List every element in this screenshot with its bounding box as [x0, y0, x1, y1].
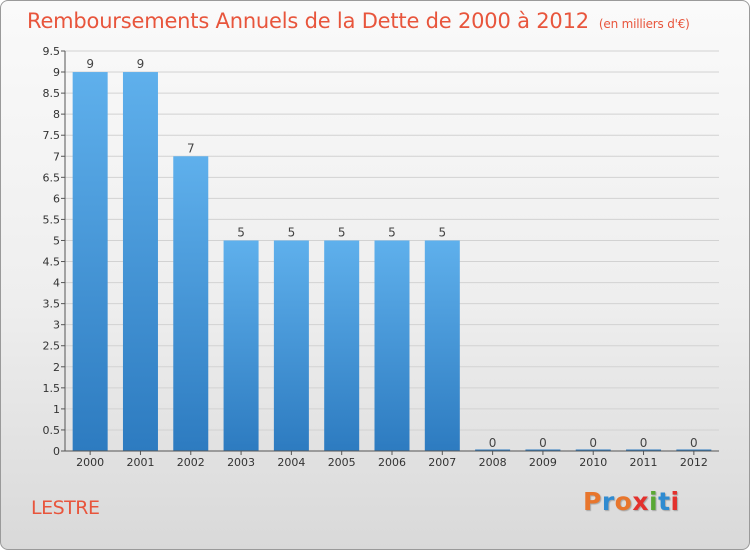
y-tick-label: 7.5: [43, 129, 61, 142]
place-name: LESTRE: [31, 497, 100, 519]
bar-2011: [626, 449, 662, 451]
x-tick-label-2006: 2006: [378, 456, 406, 469]
y-tick-label: 6: [53, 192, 60, 205]
value-label-2002: 7: [187, 141, 195, 155]
y-tick-label: 1: [53, 403, 60, 416]
y-tick-label: 2: [53, 361, 60, 374]
y-tick-label: 4.5: [43, 256, 61, 269]
x-tick-label-2012: 2012: [680, 456, 708, 469]
y-tick-label: 5.5: [43, 213, 61, 226]
bar-2008: [475, 449, 511, 451]
x-tick-label-2008: 2008: [479, 456, 507, 469]
value-label-2005: 5: [338, 225, 346, 239]
bar-2009: [525, 449, 561, 451]
value-label-2006: 5: [388, 225, 396, 239]
y-tick-label: 8.5: [43, 87, 61, 100]
value-label-2004: 5: [288, 225, 296, 239]
bar-2002: [173, 156, 209, 451]
value-label-2003: 5: [237, 225, 245, 239]
value-label-2011: 0: [640, 436, 648, 450]
bar-2000: [72, 72, 108, 451]
y-tick-label: 1.5: [43, 382, 61, 395]
x-tick-label-2007: 2007: [428, 456, 456, 469]
y-tick-label: 9: [53, 66, 60, 79]
proxiti-logo: Proxiti: [583, 487, 680, 516]
bar-2001: [122, 72, 158, 451]
y-tick-label: 4: [53, 277, 60, 290]
bar-2010: [575, 449, 611, 451]
value-label-2007: 5: [438, 225, 446, 239]
value-label-2000: 9: [86, 57, 94, 71]
y-tick-label: 7: [53, 150, 60, 163]
x-tick-label-2009: 2009: [529, 456, 557, 469]
bar-2003: [223, 240, 259, 451]
y-tick-label: 8: [53, 108, 60, 121]
value-label-2009: 0: [539, 436, 547, 450]
y-tick-label: 0.5: [43, 424, 61, 437]
value-label-2010: 0: [589, 436, 597, 450]
chart-title: Remboursements Annuels de la Dette de 20…: [27, 9, 690, 33]
bar-2005: [324, 240, 360, 451]
x-tick-label-2002: 2002: [177, 456, 205, 469]
logo-letter: P: [583, 487, 602, 516]
bar-2004: [273, 240, 309, 451]
x-tick-label-2003: 2003: [227, 456, 255, 469]
y-tick-label: 3: [53, 319, 60, 332]
x-tick-label-2001: 2001: [126, 456, 154, 469]
value-label-2008: 0: [489, 436, 497, 450]
value-label-2001: 9: [137, 57, 145, 71]
x-tick-label-2005: 2005: [328, 456, 356, 469]
y-tick-label: 9.5: [43, 45, 61, 58]
x-tick-label-2010: 2010: [579, 456, 607, 469]
logo-letter: r: [601, 487, 615, 516]
bar-2007: [424, 240, 460, 451]
y-tick-label: 0: [53, 445, 60, 458]
logo-letter: t: [658, 487, 671, 516]
y-tick-label: 2.5: [43, 340, 61, 353]
y-tick-label: 6.5: [43, 171, 61, 184]
x-tick-label-2004: 2004: [277, 456, 305, 469]
logo-letter: i: [670, 487, 680, 516]
y-tick-label: 3.5: [43, 298, 61, 311]
bar-2006: [374, 240, 410, 451]
value-label-2012: 0: [690, 436, 698, 450]
logo-letter: i: [649, 487, 659, 516]
x-tick-label-2011: 2011: [630, 456, 658, 469]
logo-letter: x: [632, 487, 649, 516]
x-tick-label-2000: 2000: [76, 456, 104, 469]
bar-2012: [676, 449, 712, 451]
chart-subtitle: (en milliers d'€): [598, 17, 690, 31]
title-text: Remboursements Annuels de la Dette de 20…: [27, 9, 589, 33]
y-tick-label: 5: [53, 234, 60, 247]
logo-letter: o: [614, 487, 633, 516]
